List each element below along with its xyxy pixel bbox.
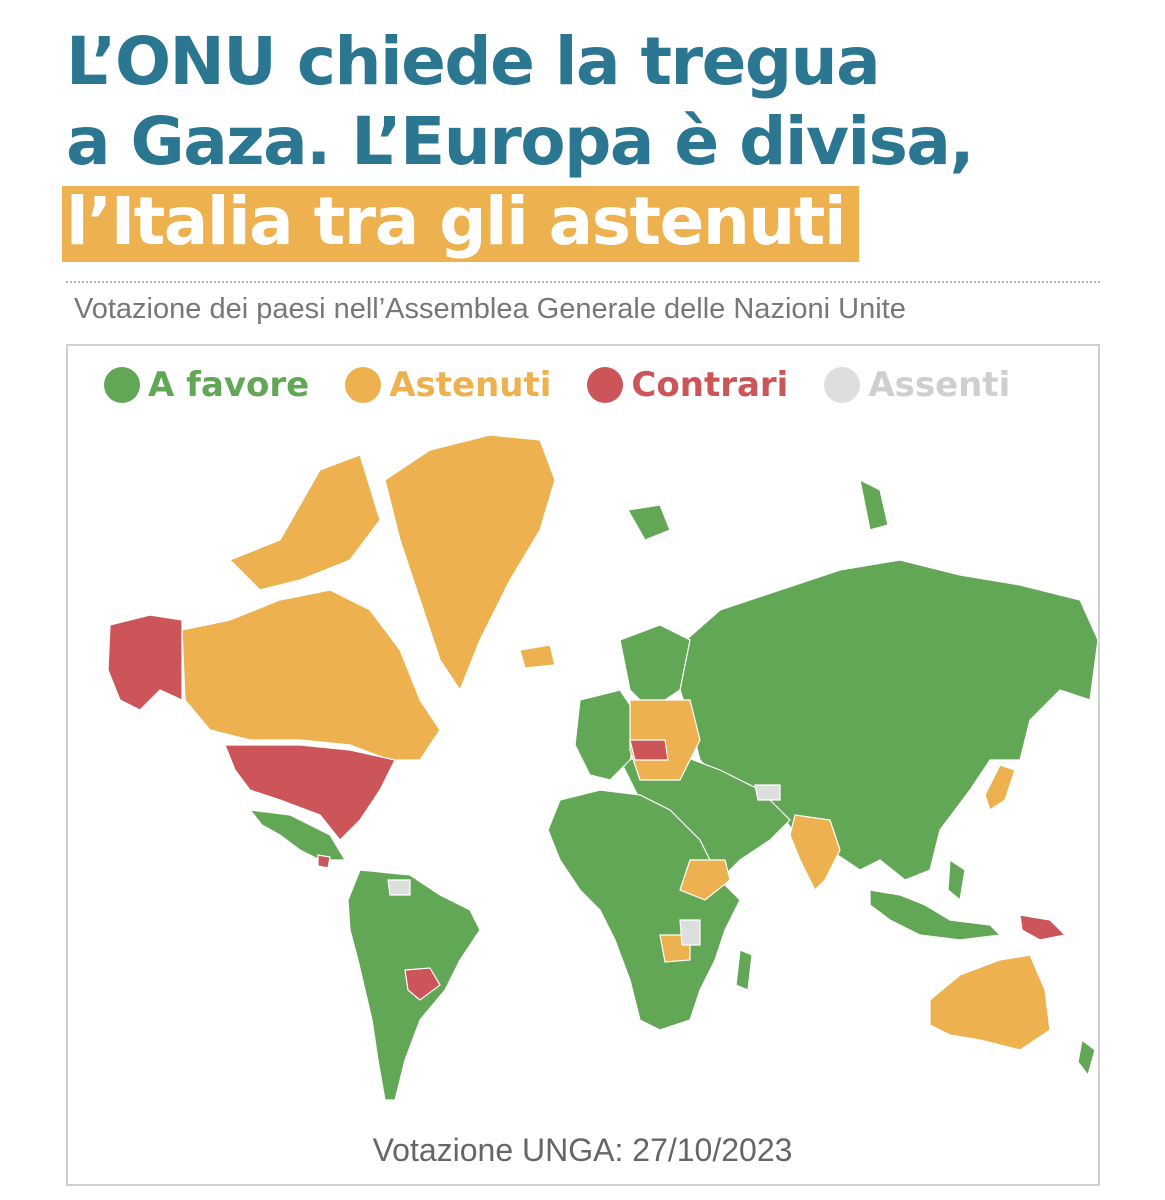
venezuela-area [387,879,411,896]
headline-line-2: a Gaza. L’Europa è divisa, [66,103,975,180]
indonesia [869,889,1002,941]
canada-arctic [228,454,381,591]
new-zealand [1077,1038,1096,1077]
tanzania-area [679,919,701,946]
scandinavia [619,624,691,711]
legend-label-against: Contrari [631,365,789,405]
usa [224,744,396,841]
legend-dot-favor [104,367,140,403]
paraguay [404,967,441,1001]
svalbard [627,504,671,541]
dotted-divider [66,281,1100,283]
austria-hungary [629,739,669,761]
legend-item-abstain: Astenuti [345,365,551,405]
legend-label-absent: Assenti [868,365,1011,405]
legend-label-abstain: Astenuti [389,365,552,405]
legend: A favore Astenuti Contrari Assenti [104,360,1010,410]
legend-dot-against [587,367,624,403]
madagascar [735,949,753,991]
guatemala [317,854,331,869]
europe-west [574,689,641,781]
map-frame [66,344,1100,1186]
alaska [107,614,183,711]
headline: L’ONU chiede la tregua a Gaza. L’Europa … [62,22,1126,262]
japan [984,764,1016,811]
headline-line-1: L’ONU chiede la tregua [66,23,881,100]
headline-highlight: l’Italia tra gli astenuti [62,186,859,262]
philippines [947,858,966,902]
legend-item-absent: Assenti [824,365,1010,405]
ethiopia-area [679,859,731,901]
canada [181,589,441,761]
novaya-zemlya [859,478,889,531]
vote-date: Votazione UNGA: 27/10/2023 [372,1132,793,1168]
legend-label-favor: A favore [148,365,310,405]
africa [547,789,741,1031]
subtitle: Votazione dei paesi nell’Assemblea Gener… [74,293,906,325]
australia [929,954,1051,1051]
greenland [384,434,556,692]
papua-new-guinea [1019,914,1067,941]
india [789,814,841,892]
legend-dot-absent [824,367,861,403]
iceland [519,644,556,669]
world-map [107,434,1099,1101]
legend-item-favor: A favore [104,365,309,405]
legend-item-against: Contrari [587,365,788,405]
turkmenistan-area [754,784,781,801]
legend-dot-abstain [345,367,382,403]
